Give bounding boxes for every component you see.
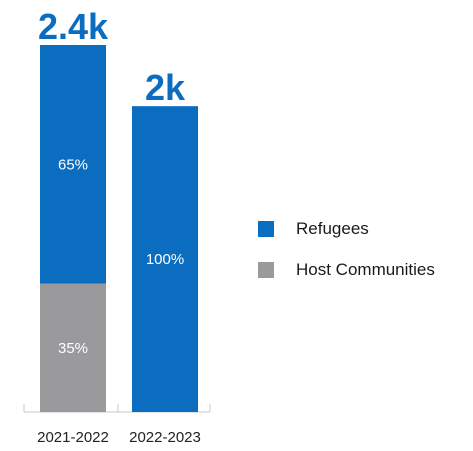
legend-label-refugees: Refugees: [296, 219, 369, 238]
data-label-host-communities-2021-2022: 35%: [58, 340, 88, 357]
bar-host-communities-2021-2022: [40, 283, 106, 412]
x-tick-label-2021-2022: 2021-2022: [37, 429, 109, 446]
labels-layer: 35% 65% 2.4k 2021-2022 100% 2k 2022-2023: [37, 6, 201, 446]
x-tick-label-2022-2023: 2022-2023: [129, 429, 201, 446]
legend-item-host-communities: Host Communities: [258, 260, 435, 280]
legend-label-host-communities: Host Communities: [296, 260, 435, 279]
bars-layer: [40, 45, 198, 413]
legend: Refugees Host Communities: [258, 219, 435, 301]
total-label-2021-2022: 2.4k: [38, 6, 109, 47]
total-label-2022-2023: 2k: [145, 67, 186, 108]
legend-swatch-refugees: [258, 221, 274, 237]
bar-refugees-2022-2023: [132, 106, 198, 413]
bar-refugees-2021-2022: [40, 45, 106, 284]
data-label-refugees-2022-2023: 100%: [146, 251, 184, 268]
legend-swatch-host-communities: [258, 262, 274, 278]
legend-item-refugees: Refugees: [258, 219, 435, 239]
data-label-refugees-2021-2022: 65%: [58, 156, 88, 173]
